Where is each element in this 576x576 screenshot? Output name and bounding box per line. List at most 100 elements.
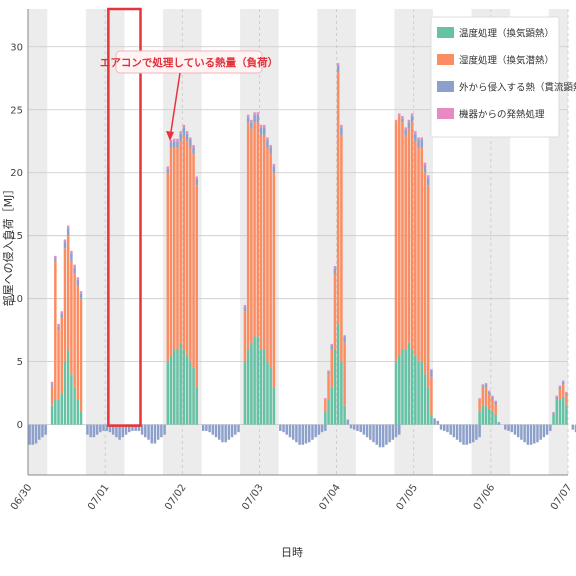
bar-transmission: [417, 139, 420, 148]
bar-transmission: [160, 424, 163, 438]
bar-transmission: [552, 413, 555, 415]
bar-latent: [407, 128, 411, 343]
bar-latent: [417, 147, 420, 362]
bar-transmission: [340, 127, 343, 135]
legend-label: 外から侵入する熱（貫流顕熱）: [459, 82, 576, 94]
bar-transmission: [134, 424, 137, 431]
bar-transmission: [288, 424, 292, 438]
annotation: エアコンで処理している熱量（負荷）: [100, 7, 278, 427]
bar-sensible: [333, 349, 337, 425]
bar-equipment: [410, 113, 414, 117]
bar-sensible: [420, 361, 424, 425]
bar-sensible: [169, 355, 173, 425]
annotation-box: [115, 50, 263, 74]
bar-transmission: [50, 384, 54, 387]
bar-latent: [166, 172, 170, 362]
bar-equipment: [250, 119, 253, 123]
y-tick-label: 10: [10, 294, 23, 305]
legend-label: 湿度処理（換気潜熱）: [459, 55, 554, 67]
bar-transmission: [86, 424, 89, 435]
bar-equipment: [60, 311, 64, 314]
bar-equipment: [330, 344, 334, 346]
bar-sensible: [565, 405, 568, 425]
bar-equipment: [555, 395, 559, 397]
legend-swatch: [437, 81, 454, 92]
bar-latent: [397, 116, 401, 356]
bar-latent: [423, 172, 427, 375]
bar-transmission: [153, 424, 157, 444]
bar-latent: [272, 172, 276, 387]
bar-transmission: [349, 424, 353, 429]
bar-transmission: [520, 424, 523, 440]
bar-transmission: [99, 424, 102, 433]
bar-transmission: [246, 117, 250, 123]
bar-sensible: [324, 412, 327, 425]
bar-latent: [336, 71, 340, 324]
y-tick-label: 0: [17, 420, 23, 431]
bar-equipment: [423, 162, 427, 166]
annotation-text: エアコンで処理している熱量（負荷）: [100, 56, 278, 69]
bar-sensible: [172, 349, 176, 425]
bar-transmission: [362, 424, 366, 435]
bar-transmission: [475, 424, 478, 440]
shaded-periods: [28, 9, 568, 475]
bar-equipment: [426, 175, 430, 178]
bar-transmission: [250, 122, 253, 129]
bar-transmission: [536, 424, 539, 443]
bar-latent: [481, 386, 485, 406]
bar-equipment: [73, 264, 76, 268]
bar-equipment: [179, 131, 182, 134]
bar-transmission: [555, 396, 559, 400]
bar-sensible: [272, 386, 276, 425]
shaded-period: [163, 9, 202, 475]
bar-transmission: [452, 424, 456, 438]
bar-sensible: [250, 342, 253, 425]
bar-sensible: [266, 361, 269, 425]
bar-transmission: [465, 424, 469, 445]
bar-equipment: [266, 137, 269, 140]
bar-sensible: [407, 342, 411, 425]
bar-transmission: [343, 336, 346, 343]
bar-equipment: [343, 335, 346, 337]
annotation-arrow-head: [166, 131, 174, 141]
bar-transmission: [189, 139, 192, 148]
bar-transmission: [516, 424, 520, 438]
bar-transmission: [545, 424, 549, 435]
bar-sensible: [253, 336, 256, 425]
bar-transmission: [147, 424, 150, 440]
bar-transmission: [542, 424, 546, 438]
bar-transmission: [195, 179, 199, 186]
bar-transmission: [63, 242, 67, 249]
bar-transmission: [372, 424, 375, 443]
bar-transmission: [481, 385, 485, 387]
bar-equipment: [340, 124, 343, 128]
annotation-arrow-line: [169, 72, 181, 139]
bar-transmission: [478, 424, 481, 438]
bar-transmission: [150, 424, 154, 444]
x-tick-label: 06/30: [9, 482, 35, 512]
bar-latent: [256, 122, 260, 337]
bar-latent: [57, 330, 60, 400]
legend-box: [430, 16, 560, 138]
bar-transmission: [510, 424, 514, 433]
bar-latent: [179, 141, 182, 343]
bar-equipment: [484, 383, 488, 385]
bar-transmission: [266, 139, 269, 148]
bar-transmission: [455, 424, 459, 440]
bar-equipment: [189, 137, 192, 140]
bar-transmission: [272, 166, 276, 173]
bar-latent: [259, 134, 263, 350]
bar-transmission: [169, 142, 173, 148]
bar-transmission: [182, 127, 186, 135]
bar-equipment: [253, 112, 256, 115]
bar-transmission: [224, 424, 227, 443]
bar-sensible: [189, 361, 192, 425]
shaded-period: [240, 9, 279, 475]
bar-equipment: [243, 304, 247, 308]
bar-transmission: [388, 424, 391, 443]
bar-latent: [79, 298, 83, 413]
bar-latent: [192, 153, 195, 368]
bar-transmission: [121, 424, 125, 438]
bar-transmission: [369, 424, 372, 440]
bar-transmission: [394, 424, 398, 438]
